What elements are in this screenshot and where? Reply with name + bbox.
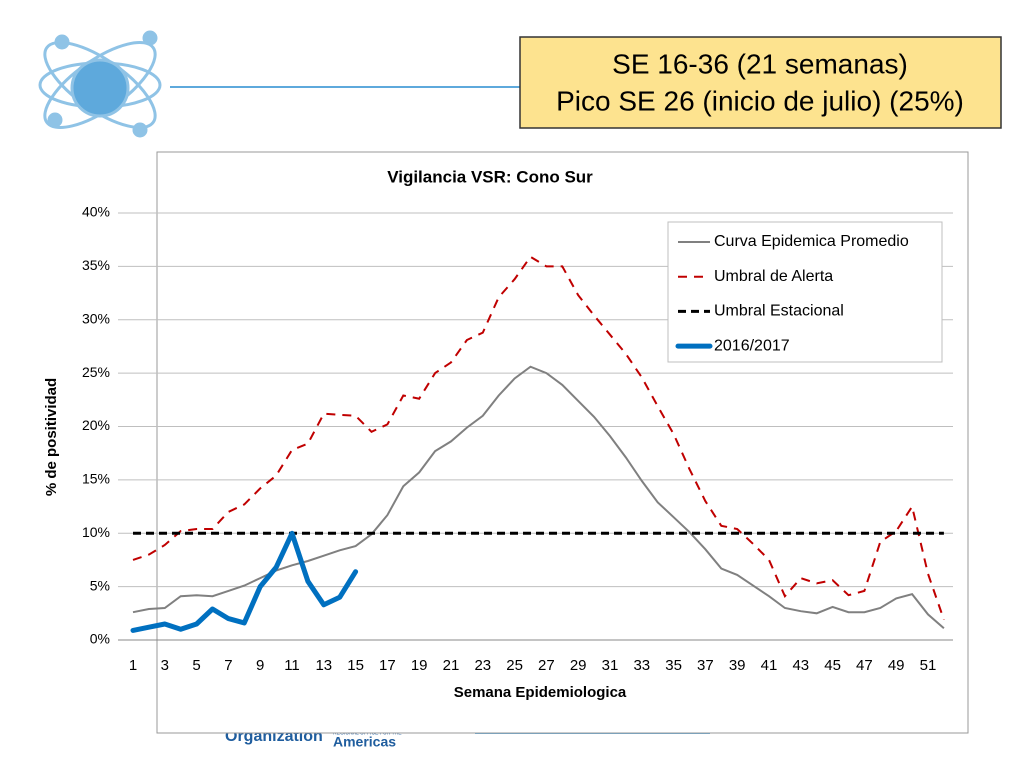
x-tick-label: 25: [506, 657, 523, 674]
x-tick-label: 31: [602, 657, 619, 674]
footer-text: Americas: [333, 734, 396, 750]
logo: [38, 30, 162, 138]
chart: Vigilancia VSR: Cono Sur Semana Epidemio…: [43, 167, 953, 701]
callout-text: Pico SE 26 (inicio de julio) (25%): [556, 85, 964, 116]
y-tick-label: 20%: [82, 417, 110, 433]
x-tick-label: 17: [379, 657, 396, 674]
legend-label: Curva Epidemica Promedio: [714, 233, 909, 250]
x-tick-label: 1: [129, 657, 137, 674]
x-tick-label: 37: [697, 657, 714, 674]
x-tick-label: 41: [761, 657, 778, 674]
x-tick-label: 33: [633, 657, 650, 674]
chart-title: Vigilancia VSR: Cono Sur: [387, 167, 593, 186]
x-tick-label: 19: [411, 657, 428, 674]
y-axis-label: % de positividad: [43, 378, 60, 496]
x-tick-label: 5: [192, 657, 200, 674]
x-tick-label: 23: [474, 657, 491, 674]
y-tick-label: 5%: [90, 577, 110, 593]
series-line: [130, 530, 359, 633]
x-tick-label: 3: [161, 657, 169, 674]
x-tick-label: 49: [888, 657, 905, 674]
legend-label: 2016/2017: [714, 337, 790, 354]
x-axis-label: Semana Epidemiologica: [454, 684, 627, 701]
x-tick-label: 27: [538, 657, 555, 674]
x-tick-label: 39: [729, 657, 746, 674]
x-tick-label: 29: [570, 657, 587, 674]
x-tick-label: 45: [824, 657, 841, 674]
callout-box: [519, 36, 1002, 129]
x-tick-label: 47: [856, 657, 873, 674]
x-tick-label: 15: [347, 657, 364, 674]
y-tick-label: 15%: [82, 471, 110, 487]
y-tick-label: 10%: [82, 524, 110, 540]
x-tick-label: 13: [315, 657, 332, 674]
x-tick-label: 11: [284, 657, 300, 674]
callout-text: SE 16-36 (21 semanas): [612, 48, 908, 79]
x-tick-label: 7: [224, 657, 232, 674]
legend-box: [667, 221, 943, 363]
legend-label: Umbral Estacional: [714, 303, 844, 320]
y-tick-label: 25%: [82, 364, 110, 380]
y-tick-label: 30%: [82, 310, 110, 326]
x-tick-label: 9: [256, 657, 264, 674]
x-tick-label: 35: [665, 657, 682, 674]
y-tick-label: 0%: [90, 631, 110, 647]
x-tick-label: 51: [920, 657, 937, 674]
x-tick-label: 21: [443, 657, 460, 674]
legend-label: Umbral de Alerta: [714, 268, 833, 285]
y-tick-label: 35%: [82, 257, 110, 273]
y-tick-label: 40%: [82, 204, 110, 220]
x-tick-label: 43: [792, 657, 809, 674]
series-line: [132, 255, 945, 621]
